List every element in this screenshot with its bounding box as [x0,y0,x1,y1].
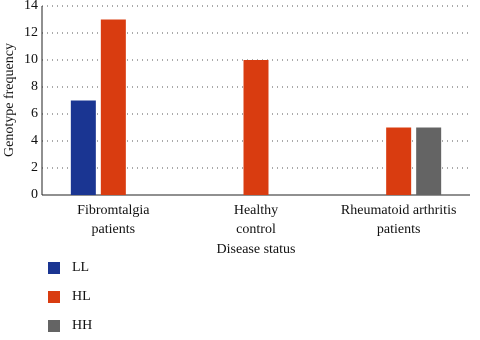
bar [243,60,269,195]
y-tick-label: 6 [31,106,38,121]
bar [100,19,126,195]
bar [416,127,442,195]
legend-label: HL [72,289,91,304]
y-tick-label: 10 [24,52,38,67]
legend-swatch [48,262,60,274]
y-tick-label: 14 [24,0,38,13]
y-tick-label: 8 [31,79,38,94]
bar [386,127,412,195]
x-tick-label: Rheumatoid arthritis patients [341,203,456,237]
y-tick-label: 2 [31,160,38,175]
legend-label: HH [72,318,92,333]
y-tick-label: 12 [24,25,38,40]
x-tick-label: Fibromtalgia patients [77,203,150,237]
legend-label: LL [72,260,89,275]
legend-swatch [48,291,60,303]
legend-swatch [48,320,60,332]
x-axis-label: Disease status [217,242,296,257]
y-tick-label: 0 [31,187,38,202]
bar [70,100,96,195]
y-tick-label: 4 [31,133,38,148]
x-tick-label: Healthy control [234,203,278,237]
y-axis-label: Genotype frequency [2,43,17,157]
